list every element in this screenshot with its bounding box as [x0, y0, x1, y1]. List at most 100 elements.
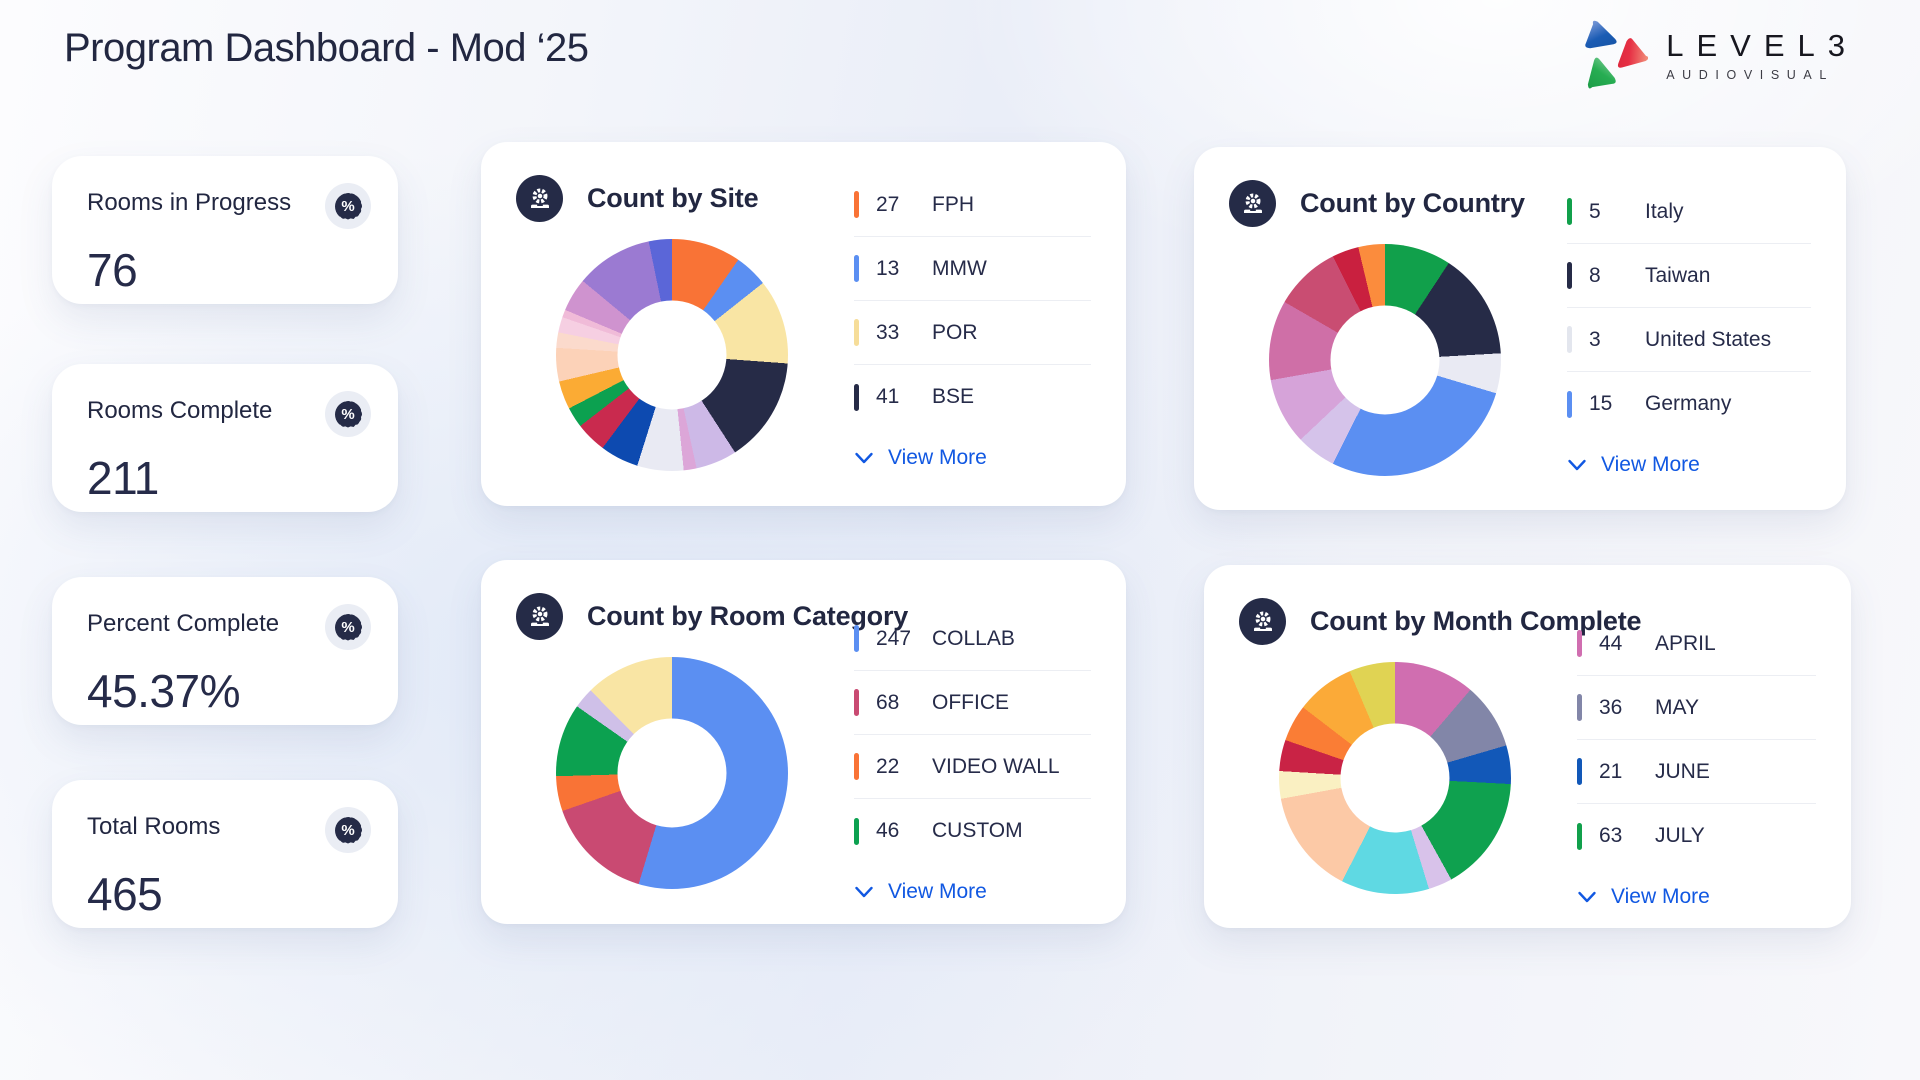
- stat-label: Percent Complete: [87, 610, 280, 637]
- legend-item[interactable]: 247 COLLAB: [854, 607, 1091, 671]
- legend-label: Italy: [1645, 199, 1684, 223]
- percent-badge-icon: %: [325, 807, 371, 853]
- legend-label: FPH: [932, 192, 974, 216]
- legend-item[interactable]: 46 CUSTOM: [854, 799, 1091, 863]
- legend-color-marker: [1567, 198, 1572, 225]
- legend-value: 8: [1589, 263, 1601, 287]
- legend-value: 41: [876, 385, 900, 408]
- legend-item[interactable]: 44 APRIL: [1577, 612, 1816, 676]
- legend-item[interactable]: 27 FPH: [854, 173, 1091, 237]
- legend-item[interactable]: 5 Italy: [1567, 180, 1811, 244]
- legend-list: 44 APRIL 36 MAY 21 JUNE 63 JULY View Mor…: [1577, 612, 1816, 909]
- chevron-down-icon: [1578, 891, 1596, 903]
- view-more-label: View More: [1611, 885, 1710, 908]
- logo-subtitle-text: AUDIOVISUAL: [1666, 68, 1834, 82]
- stat-value: 465: [87, 868, 163, 920]
- view-more-button[interactable]: View More: [854, 880, 987, 904]
- legend-item[interactable]: 3 United States: [1567, 308, 1811, 372]
- legend-value: 63: [1599, 824, 1623, 847]
- legend-value: 247: [876, 626, 912, 650]
- legend-color-marker: [854, 319, 859, 346]
- donut-chart[interactable]: [556, 657, 788, 889]
- legend-label: United States: [1645, 327, 1772, 351]
- stat-card-total-rooms: Total Rooms % 465: [52, 780, 398, 928]
- view-more-label: View More: [888, 446, 987, 469]
- donut-hole: [617, 718, 727, 828]
- legend-color-marker: [854, 191, 859, 218]
- legend-color-marker: [1567, 262, 1572, 289]
- legend-color-marker: [1577, 630, 1582, 657]
- stat-value: 211: [87, 452, 159, 504]
- legend-value: 5: [1589, 199, 1601, 223]
- view-more-label: View More: [888, 880, 987, 903]
- legend-item[interactable]: 36 MAY: [1577, 676, 1816, 740]
- legend-item[interactable]: 8 Taiwan: [1567, 244, 1811, 308]
- stat-card-percent-complete: Percent Complete % 45.37%: [52, 577, 398, 725]
- donut-chart[interactable]: [1279, 662, 1511, 894]
- settings-person-icon: [1229, 180, 1276, 227]
- legend-list: 27 FPH 13 MMW 33 POR 41 BSE View More: [854, 173, 1091, 470]
- chart-title: Count by Site: [587, 183, 759, 213]
- legend-label: MAY: [1655, 695, 1699, 719]
- legend-item[interactable]: 21 JUNE: [1577, 740, 1816, 804]
- legend-value: 68: [876, 690, 900, 714]
- legend-value: 27: [876, 192, 900, 216]
- chart-card-count-by-month-complete: Count by Month Complete 44 APRIL 36 MAY …: [1204, 565, 1851, 928]
- legend-item[interactable]: 15 Germany: [1567, 372, 1811, 436]
- view-more-button[interactable]: View More: [1577, 885, 1710, 909]
- stat-card-rooms-in-progress: Rooms in Progress % 76: [52, 156, 398, 304]
- stat-label: Total Rooms: [87, 813, 221, 840]
- legend-value: 46: [876, 819, 900, 842]
- legend-color-marker: [1567, 390, 1572, 418]
- legend-label: APRIL: [1655, 631, 1716, 655]
- percent-badge-icon: %: [325, 604, 371, 650]
- percent-badge-icon: %: [325, 391, 371, 437]
- chart-card-count-by-site: Count by Site 27 FPH 13 MMW 33 POR 41 BS…: [481, 142, 1126, 506]
- legend-label: JUNE: [1655, 759, 1710, 783]
- donut-chart[interactable]: [556, 239, 788, 471]
- legend-value: 33: [876, 320, 900, 344]
- legend-label: JULY: [1655, 824, 1705, 847]
- legend-label: COLLAB: [932, 626, 1015, 650]
- legend-label: MMW: [932, 256, 987, 280]
- legend-value: 21: [1599, 759, 1623, 783]
- legend-item[interactable]: 33 POR: [854, 301, 1091, 365]
- percent-badge-icon: %: [325, 183, 371, 229]
- chevron-down-icon: [855, 452, 873, 464]
- legend-label: OFFICE: [932, 690, 1009, 714]
- legend-value: 13: [876, 256, 900, 280]
- view-more-button[interactable]: View More: [1567, 453, 1700, 477]
- stat-label: Rooms Complete: [87, 397, 273, 424]
- donut-chart[interactable]: [1269, 244, 1501, 476]
- legend-color-marker: [854, 255, 859, 282]
- legend-label: POR: [932, 320, 978, 344]
- legend-list: 247 COLLAB 68 OFFICE 22 VIDEO WALL 46 CU…: [854, 607, 1091, 904]
- legend-color-marker: [854, 383, 859, 411]
- donut-hole: [617, 300, 727, 410]
- stat-label: Rooms in Progress: [87, 189, 292, 216]
- donut-hole: [1330, 305, 1440, 415]
- legend-label: Taiwan: [1645, 263, 1711, 287]
- legend-label: BSE: [932, 385, 975, 408]
- legend-item[interactable]: 63 JULY: [1577, 804, 1816, 868]
- stat-card-rooms-complete: Rooms Complete % 211: [52, 364, 398, 512]
- legend-list: 5 Italy 8 Taiwan 3 United States 15 Germ…: [1567, 180, 1811, 477]
- page-title: Program Dashboard - Mod ‘25: [64, 26, 589, 70]
- legend-value: 36: [1599, 695, 1623, 719]
- legend-item[interactable]: 22 VIDEO WALL: [854, 735, 1091, 799]
- legend-color-marker: [854, 689, 859, 716]
- legend-item[interactable]: 13 MMW: [854, 237, 1091, 301]
- legend-item[interactable]: 68 OFFICE: [854, 671, 1091, 735]
- chevron-down-icon: [855, 886, 873, 898]
- legend-item[interactable]: 41 BSE: [854, 365, 1091, 429]
- legend-color-marker: [854, 753, 859, 780]
- legend-color-marker: [1567, 326, 1572, 353]
- legend-color-marker: [854, 625, 859, 652]
- chart-card-count-by-room-category: Count by Room Category 247 COLLAB 68 OFF…: [481, 560, 1126, 924]
- legend-label: VIDEO WALL: [932, 754, 1060, 778]
- view-more-button[interactable]: View More: [854, 446, 987, 470]
- legend-value: 44: [1599, 631, 1623, 655]
- brand-logo: LEVEL3 AUDIOVISUAL: [1582, 20, 1858, 92]
- chevron-down-icon: [1568, 459, 1586, 471]
